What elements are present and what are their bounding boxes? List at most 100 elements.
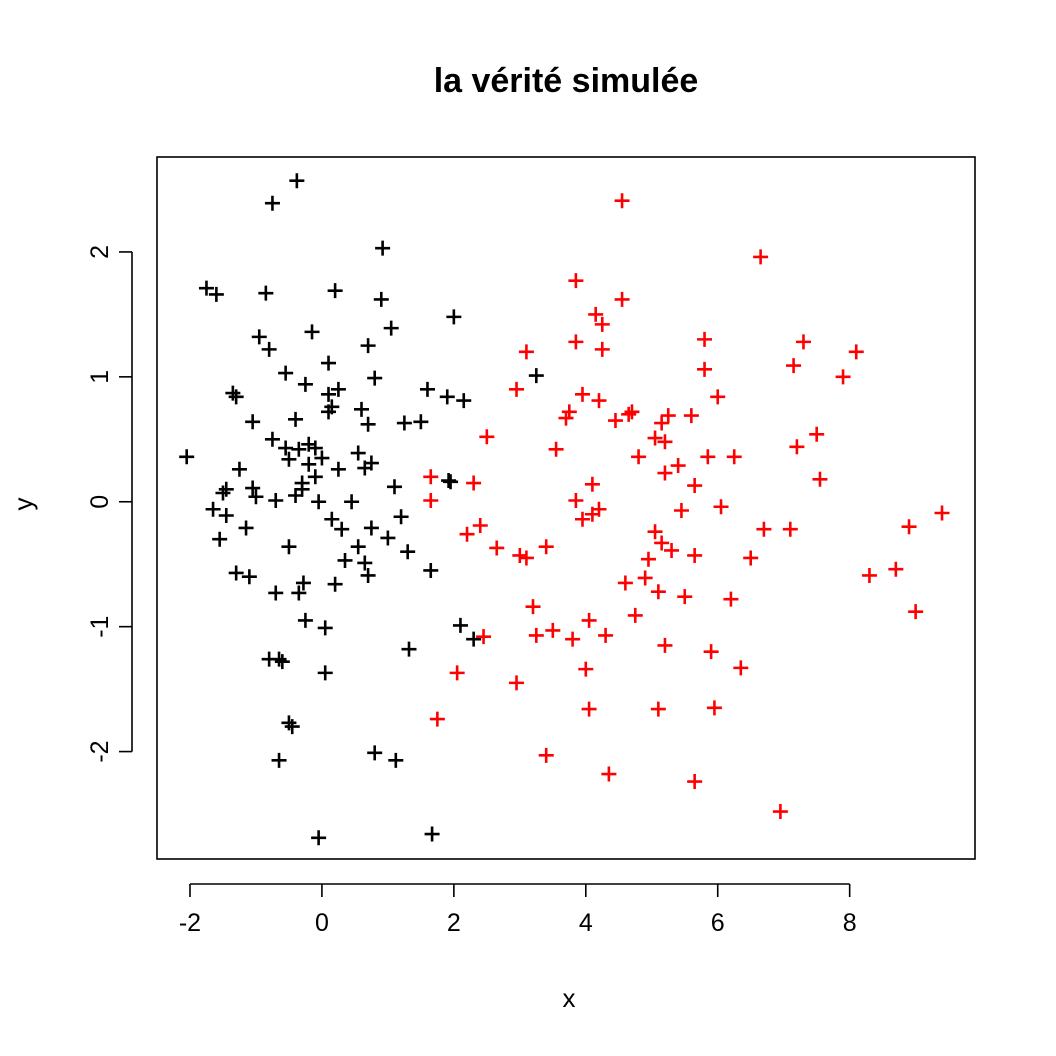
data-point xyxy=(228,565,244,581)
data-point xyxy=(683,408,699,424)
data-point xyxy=(525,599,541,615)
data-point xyxy=(271,651,287,667)
data-point xyxy=(545,622,561,638)
data-point xyxy=(594,316,610,332)
data-point xyxy=(687,774,703,790)
data-point xyxy=(786,358,802,374)
data-point xyxy=(330,461,346,477)
data-point xyxy=(706,700,722,716)
data-point xyxy=(479,429,495,445)
data-point xyxy=(660,408,676,424)
data-point xyxy=(278,365,294,381)
data-point xyxy=(621,406,637,422)
data-point xyxy=(888,561,904,577)
data-point xyxy=(650,584,666,600)
data-point xyxy=(307,469,323,485)
data-point xyxy=(677,589,693,605)
data-point xyxy=(245,414,261,430)
data-point xyxy=(334,521,350,537)
data-point xyxy=(654,415,670,431)
x-tick-label: -2 xyxy=(179,909,201,937)
data-point xyxy=(588,306,604,322)
data-point xyxy=(753,249,769,265)
y-tick-label: -1 xyxy=(86,616,114,638)
data-point xyxy=(697,331,713,347)
data-point xyxy=(443,474,459,490)
series-0 xyxy=(179,173,544,846)
data-point xyxy=(268,493,284,509)
data-point xyxy=(357,555,373,571)
data-point xyxy=(419,381,435,397)
data-point xyxy=(446,309,462,325)
data-point xyxy=(314,450,330,466)
data-point xyxy=(215,485,231,501)
data-point xyxy=(476,629,492,645)
data-point xyxy=(664,542,680,558)
data-point xyxy=(268,585,284,601)
data-point xyxy=(301,456,317,472)
data-point xyxy=(413,414,429,430)
data-point xyxy=(311,494,327,510)
data-point xyxy=(373,291,389,307)
data-point xyxy=(344,494,360,510)
data-point xyxy=(424,826,440,842)
data-point xyxy=(673,502,689,518)
data-point xyxy=(647,430,663,446)
data-point xyxy=(354,401,369,417)
data-point xyxy=(789,439,805,455)
data-point xyxy=(367,370,383,386)
data-point xyxy=(281,715,297,731)
data-point xyxy=(289,173,305,189)
x-axis: -2 0 2 4 6 8 xyxy=(179,883,857,937)
data-point xyxy=(512,547,528,563)
data-point xyxy=(538,539,554,555)
data-point xyxy=(624,404,640,420)
data-point xyxy=(327,576,343,592)
data-point xyxy=(291,585,307,601)
data-point xyxy=(228,389,244,405)
data-point xyxy=(291,441,307,457)
data-point xyxy=(687,478,703,494)
data-point xyxy=(598,627,614,643)
data-point xyxy=(574,386,590,402)
y-tick-label: -2 xyxy=(86,740,114,762)
data-point xyxy=(274,654,290,670)
data-point xyxy=(509,675,525,691)
data-point xyxy=(449,665,465,681)
data-point xyxy=(281,539,297,555)
data-point xyxy=(654,535,670,551)
data-point xyxy=(607,413,623,429)
data-point xyxy=(782,521,798,537)
data-point xyxy=(251,329,267,345)
data-point xyxy=(218,481,234,497)
data-point xyxy=(452,617,468,633)
data-point xyxy=(726,449,742,465)
data-point xyxy=(317,665,333,681)
data-point xyxy=(627,607,643,623)
data-point xyxy=(423,493,439,509)
data-point xyxy=(423,469,439,485)
data-point xyxy=(311,830,327,846)
data-point xyxy=(294,481,310,497)
data-point xyxy=(565,631,581,647)
data-point xyxy=(809,426,825,442)
data-point xyxy=(360,416,376,432)
data-point xyxy=(258,285,274,301)
data-point xyxy=(637,570,653,586)
data-point xyxy=(212,531,228,547)
x-tick-label: 2 xyxy=(447,909,461,937)
data-point xyxy=(581,612,597,628)
data-point xyxy=(466,475,482,491)
data-point xyxy=(568,334,584,350)
data-point xyxy=(297,376,313,392)
data-point xyxy=(772,804,788,820)
x-tick-label: 0 xyxy=(315,909,329,937)
data-point xyxy=(375,240,391,256)
data-point xyxy=(591,501,607,517)
data-point xyxy=(578,661,594,677)
x-tick-label: 6 xyxy=(711,909,725,937)
data-point xyxy=(812,471,828,487)
data-point xyxy=(591,393,607,409)
data-point xyxy=(472,517,488,533)
y-axis: -2 -1 0 1 2 xyxy=(86,245,133,763)
